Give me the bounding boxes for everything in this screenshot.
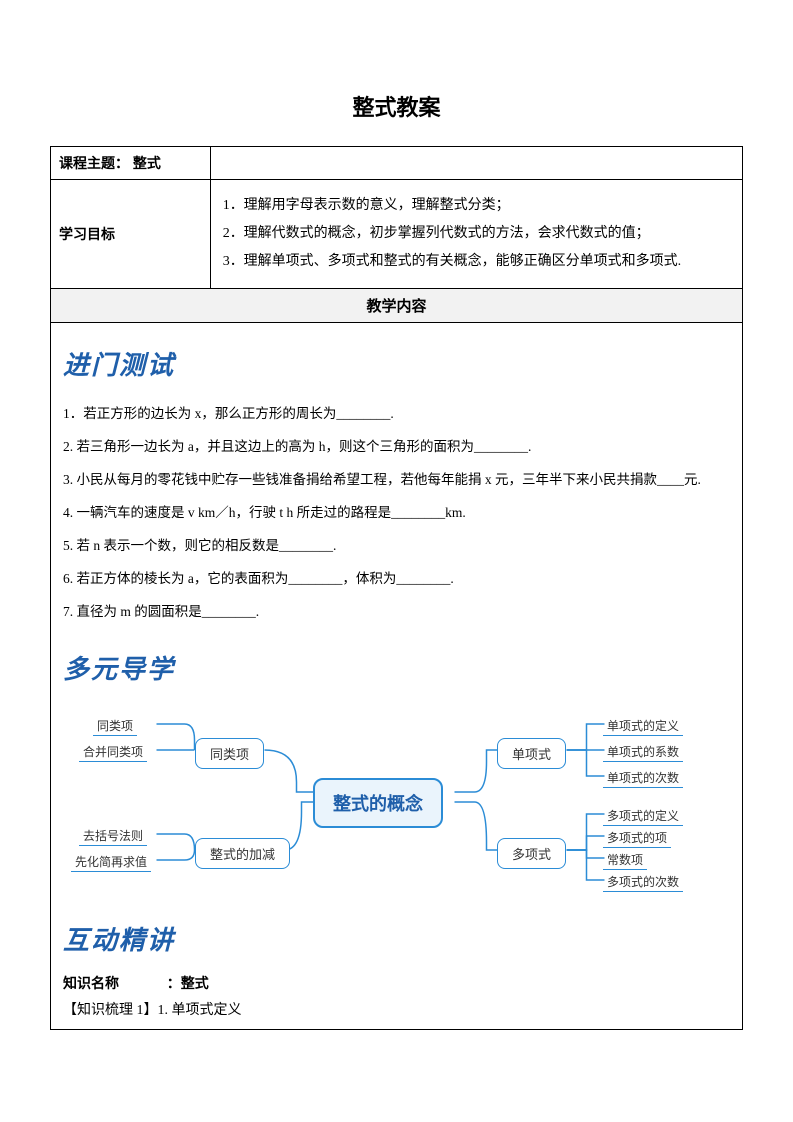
page-title: 整式教案 — [50, 90, 743, 122]
topic-label: 课程主题： 整式 — [51, 147, 211, 180]
leaf-dx-xishu: 单项式的系数 — [603, 742, 683, 762]
section-entry-test: 进门测试 — [63, 345, 730, 382]
leaf-duo-def: 多项式的定义 — [603, 806, 683, 826]
knowledge-name-label: 知识名称 — [63, 975, 119, 991]
node-center: 整式的概念 — [313, 778, 443, 828]
question-2: 2. 若三角形一边长为 a，并且这边上的高为 h，则这个三角形的面积为_____… — [63, 431, 730, 462]
topic-value: 整式 — [133, 155, 161, 171]
knowledge-name-value: ：整式 — [167, 975, 209, 991]
section-multi-guide: 多元导学 — [63, 649, 730, 686]
question-list: 1．若正方形的边长为 x，那么正方形的周长为________. 2. 若三角形一… — [63, 398, 730, 627]
knowledge-name-line: 知识名称 ：整式 — [63, 973, 730, 993]
leaf-duo-xiang: 多项式的项 — [603, 828, 671, 848]
teaching-content-header: 教学内容 — [50, 289, 743, 323]
question-5: 5. 若 n 表示一个数，则它的相反数是________. — [63, 530, 730, 561]
objective-label: 学习目标 — [51, 180, 211, 289]
objective-1: 1．理解用字母表示数的意义，理解整式分类； — [223, 192, 730, 220]
question-7: 7. 直径为 m 的圆面积是________. — [63, 596, 730, 627]
topic-label-text: 课程主题： — [59, 155, 129, 171]
leaf-hebing: 合并同类项 — [79, 742, 147, 762]
question-1: 1．若正方形的边长为 x，那么正方形的周长为________. — [63, 398, 730, 429]
leaf-xianhuajian: 先化简再求值 — [71, 852, 151, 872]
section-interactive: 互动精讲 — [63, 920, 730, 957]
leaf-duo-cishu: 多项式的次数 — [603, 872, 683, 892]
question-3: 3. 小民从每月的零花钱中贮存一些钱准备捐给希望工程，若他每年能捐 x 元，三年… — [63, 464, 730, 495]
topic-empty-cell — [210, 147, 742, 180]
objective-2: 2．理解代数式的概念，初步掌握列代数式的方法，会求代数式的值； — [223, 220, 730, 248]
main-content: 进门测试 1．若正方形的边长为 x，那么正方形的周长为________. 2. … — [50, 323, 743, 1030]
leaf-changshu: 常数项 — [603, 850, 647, 870]
objectives-cell: 1．理解用字母表示数的意义，理解整式分类； 2．理解代数式的概念，初步掌握列代数… — [210, 180, 742, 289]
leaf-dx-def: 单项式的定义 — [603, 716, 683, 736]
knowledge-item-1: 【知识梳理 1】1. 单项式定义 — [63, 999, 730, 1019]
question-4: 4. 一辆汽车的速度是 v km／h，行驶 t h 所走过的路程是_______… — [63, 497, 730, 528]
objective-3: 3．理解单项式、多项式和整式的有关概念，能够正确区分单项式和多项式. — [223, 248, 730, 276]
leaf-dx-cishu: 单项式的次数 — [603, 768, 683, 788]
node-duoxiang: 多项式 — [497, 838, 566, 869]
node-jiajian: 整式的加减 — [195, 838, 290, 869]
node-danxiang: 单项式 — [497, 738, 566, 769]
leaf-tonglei: 同类项 — [93, 716, 137, 736]
header-table: 课程主题： 整式 学习目标 1．理解用字母表示数的意义，理解整式分类； 2．理解… — [50, 146, 743, 289]
concept-diagram: 同类项 合并同类项 同类项 去括号法则 先化简再求值 整式的加减 整式的概念 单… — [63, 702, 730, 902]
node-tongleixiang: 同类项 — [195, 738, 264, 769]
question-6: 6. 若正方体的棱长为 a，它的表面积为________，体积为________… — [63, 563, 730, 594]
leaf-qukuohao: 去括号法则 — [79, 826, 147, 846]
